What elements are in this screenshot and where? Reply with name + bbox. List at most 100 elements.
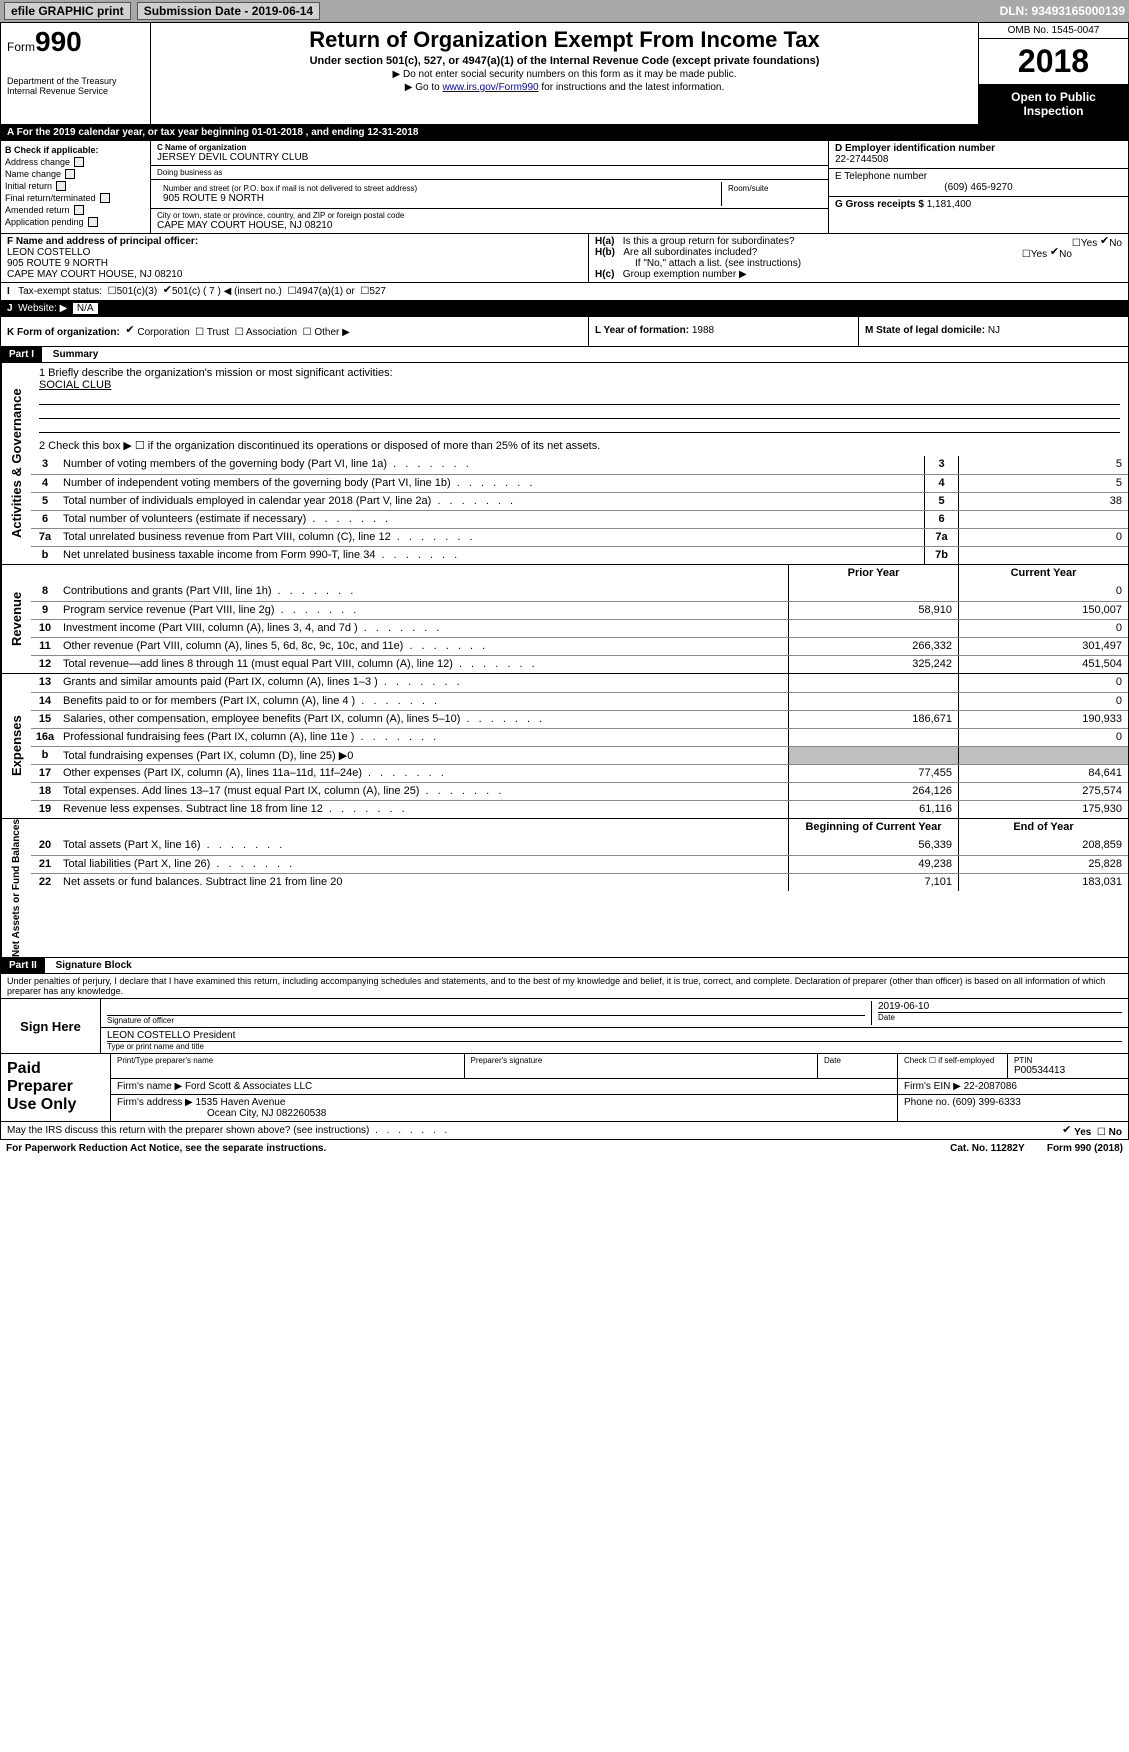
501c: 501(c) ( 7 ) ◀ (insert no.) [172,286,282,297]
part1-label: Part I [1,347,42,362]
officer-label: F Name and address of principal officer: [7,236,582,247]
part1-header: Part I Summary [0,347,1129,363]
note2: ▶ Go to www.irs.gov/Form990 for instruct… [161,82,968,93]
chk-icon[interactable] [65,169,75,179]
note2-prefix: ▶ Go to [405,82,443,93]
l-value: 1988 [692,325,714,336]
phone: (609) 465-9270 [835,182,1122,193]
submission-btn[interactable]: Submission Date - 2019-06-14 [137,2,320,20]
footer: For Paperwork Reduction Act Notice, see … [0,1140,1129,1157]
ein-label: D Employer identification number [835,143,1122,154]
prep-phone-label: Phone no. [904,1097,950,1108]
table-row: 10Investment income (Part VIII, column (… [31,619,1128,637]
section-deg: D Employer identification number 22-2744… [828,141,1128,233]
street-label: Number and street (or P.O. box if mail i… [163,184,715,193]
gross-label: G Gross receipts $ [835,199,927,210]
k-trust: Trust [207,327,229,338]
form-num: 990 [35,26,82,57]
entity-block: B Check if applicable: Address change Na… [0,141,1129,234]
footer-left: For Paperwork Reduction Act Notice, see … [6,1143,326,1154]
sig-label: Signature of officer [107,1015,865,1025]
yes: Yes [1081,238,1097,249]
side-net: Net Assets or Fund Balances [1,819,31,957]
line-j: J Website: ▶ N/A [0,301,1129,317]
table-row: 18Total expenses. Add lines 13–17 (must … [31,782,1128,800]
table-row: 16aProfessional fundraising fees (Part I… [31,728,1128,746]
table-row: bTotal fundraising expenses (Part IX, co… [31,746,1128,764]
table-row: 14Benefits paid to or for members (Part … [31,692,1128,710]
section-fh: F Name and address of principal officer:… [0,234,1129,283]
table-row: 21Total liabilities (Part X, line 26)49,… [31,855,1128,873]
gross: 1,181,400 [927,199,972,210]
table-row: 3Number of voting members of the governi… [31,456,1128,474]
sign-block: Sign Here Signature of officer 2019-06-1… [0,999,1129,1054]
sign-here: Sign Here [1,999,101,1053]
dln: DLN: 93493165000139 [1000,4,1125,18]
hc-label: Group exemption number ▶ [623,269,747,280]
ein: 22-2744508 [835,154,1122,165]
preparer-label: Paid Preparer Use Only [1,1054,111,1121]
table-row: 15Salaries, other compensation, employee… [31,710,1128,728]
room-label: Room/suite [728,184,816,193]
table-row: 8Contributions and grants (Part VIII, li… [31,583,1128,601]
chk-pending: Application pending [5,217,84,227]
irs-link[interactable]: www.irs.gov/Form990 [442,82,538,93]
top-bar: efile GRAPHIC print Submission Date - 20… [0,0,1129,22]
chk-icon[interactable] [100,193,110,203]
chk-icon[interactable] [88,217,98,227]
part2-header: Part II Signature Block [0,958,1129,974]
table-row: 4Number of independent voting members of… [31,474,1128,492]
street: 905 ROUTE 9 NORTH [163,193,715,204]
table-row: bNet unrelated business taxable income f… [31,546,1128,564]
note1: ▶ Do not enter social security numbers o… [161,69,968,80]
line-i: I Tax-exempt status: ☐ 501(c)(3) 501(c) … [0,283,1129,301]
section-b-header: B Check if applicable: [5,145,146,155]
chk-icon[interactable] [74,157,84,167]
part2-title: Signature Block [48,958,140,973]
firm-name: Ford Scott & Associates LLC [185,1081,312,1092]
date-label: Date [878,1012,1122,1022]
omb: OMB No. 1545-0047 [979,23,1128,39]
col-end: End of Year [958,819,1128,837]
m-label: M State of legal domicile: [865,325,988,336]
chk-amended: Amended return [5,205,70,215]
q1-value: SOCIAL CLUB [39,379,1120,391]
signer-name: LEON COSTELLO President [107,1030,1122,1041]
line-a: A For the 2019 calendar year, or tax yea… [0,125,1129,141]
table-row: 22Net assets or fund balances. Subtract … [31,873,1128,891]
org-name: JERSEY DEVIL COUNTRY CLUB [157,152,822,163]
dba-label: Doing business as [157,168,822,177]
no: No [1109,238,1122,249]
line-klm: K Form of organization: Corporation ☐ Tr… [0,317,1129,347]
sign-date: 2019-06-10 [878,1001,1122,1012]
website-label: Website: ▶ [18,303,67,314]
hb-label: Are all subordinates included? [623,247,757,258]
yes: Yes [1031,249,1047,260]
city: CAPE MAY COURT HOUSE, NJ 08210 [157,220,822,231]
side-governance: Activities & Governance [1,363,31,564]
firm-ein: 22-2087086 [964,1081,1017,1092]
officer-addr2: CAPE MAY COURT HOUSE, NJ 08210 [7,269,582,280]
discuss: May the IRS discuss this return with the… [7,1125,369,1136]
m-value: NJ [988,325,1000,336]
prep-col1: Print/Type preparer's name [117,1056,458,1065]
officer-addr1: 905 ROUTE 9 NORTH [7,258,582,269]
chk-icon[interactable] [56,181,66,191]
table-row: 6Total number of volunteers (estimate if… [31,510,1128,528]
discuss-row: May the IRS discuss this return with the… [0,1122,1129,1140]
prep-col2: Preparer's signature [471,1056,812,1065]
section-c: C Name of organization JERSEY DEVIL COUN… [151,141,828,233]
table-row: 9Program service revenue (Part VIII, lin… [31,601,1128,619]
open-public: Open to Public Inspection [979,84,1128,124]
table-row: 5Total number of individuals employed in… [31,492,1128,510]
prep-col4: Check ☐ if self-employed [898,1054,1008,1078]
note2-suffix: for instructions and the latest informat… [541,82,724,93]
501c3: 501(c)(3) [117,286,158,297]
section-b: B Check if applicable: Address change Na… [1,141,151,233]
prep-phone: (609) 399-6333 [952,1097,1020,1108]
chk-icon[interactable] [74,205,84,215]
firm-name-label: Firm's name ▶ [117,1081,182,1092]
efile-btn[interactable]: efile GRAPHIC print [4,2,131,20]
col-curr: Current Year [958,565,1128,583]
chk-name: Name change [5,169,61,179]
